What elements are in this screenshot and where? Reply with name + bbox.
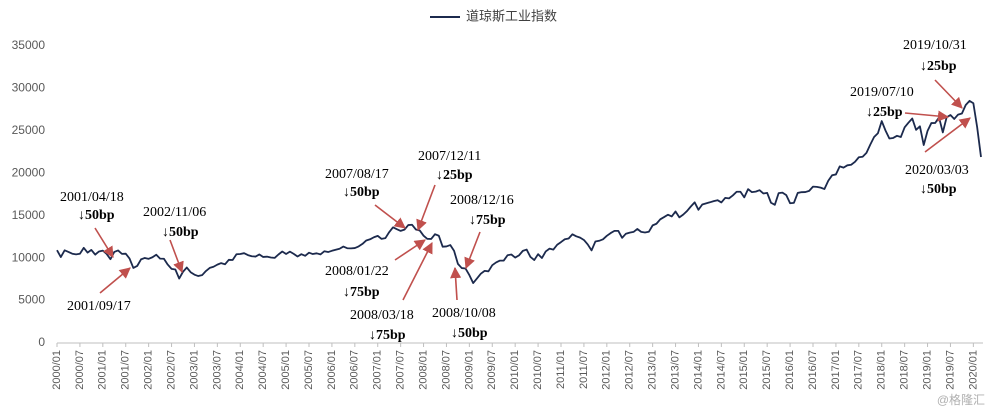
x-tick-label: 2008/07 <box>440 350 452 390</box>
annotation-arrow <box>374 204 406 229</box>
annotation-arrow <box>416 184 436 232</box>
x-tick-label: 2004/01 <box>234 350 246 390</box>
annotation-arrow <box>169 239 184 274</box>
annotation-cut: ↓25bp <box>866 105 903 120</box>
x-tick-label: 2013/01 <box>647 350 659 390</box>
x-tick-label: 2020/01 <box>967 350 979 390</box>
x-tick-label: 2003/07 <box>211 350 223 390</box>
y-tick-label: 15000 <box>12 208 46 222</box>
y-tick-label: 30000 <box>12 81 46 95</box>
x-tick-label: 2006/07 <box>349 350 361 390</box>
x-tick-label: 2017/01 <box>830 350 842 390</box>
x-tick-label: 2012/07 <box>624 350 636 390</box>
x-tick-label: 2007/01 <box>372 350 384 390</box>
annotation-arrow <box>94 227 114 258</box>
x-tick-label: 2008/01 <box>417 350 429 390</box>
annotation-date: 2001/09/17 <box>67 299 131 314</box>
y-tick-label: 5000 <box>18 293 45 307</box>
x-tick-label: 2000/07 <box>74 350 86 390</box>
annotation-arrow <box>402 242 433 301</box>
annotation-cut: ↓75bp <box>343 285 380 300</box>
annotation-cut: ↓75bp <box>469 213 506 228</box>
annotation-arrow <box>934 79 963 109</box>
x-tick-label: 2017/07 <box>853 350 865 390</box>
x-tick-label: 2002/01 <box>143 350 155 390</box>
x-tick-label: 2019/01 <box>921 350 933 390</box>
x-tick-label: 2009/07 <box>486 350 498 390</box>
watermark: @格隆汇 <box>937 392 985 407</box>
annotation-date: 2007/08/17 <box>325 167 389 182</box>
x-tick-label: 2009/01 <box>463 350 475 390</box>
x-tick-label: 2016/07 <box>807 350 819 390</box>
x-tick-label: 2000/01 <box>51 350 63 390</box>
x-tick-label: 2005/01 <box>280 350 292 390</box>
x-tick-label: 2012/01 <box>601 350 613 390</box>
annotation-date: 2019/10/31 <box>903 38 967 53</box>
annotation-date: 2008/03/18 <box>350 308 414 323</box>
annotation-date: 2002/11/06 <box>143 205 206 220</box>
y-tick-label: 25000 <box>12 123 46 137</box>
annotation-arrow <box>99 267 131 294</box>
x-tick-label: 2002/07 <box>165 350 177 390</box>
annotation-arrow <box>904 110 950 122</box>
annotation-date: 2008/12/16 <box>450 193 514 208</box>
annotation-cut: ↓50bp <box>343 185 380 200</box>
series-line <box>56 99 982 284</box>
annotation-cut: ↓50bp <box>78 208 115 223</box>
x-tick-label: 2006/01 <box>326 350 338 390</box>
x-tick-label: 2003/01 <box>188 350 200 390</box>
x-tick-label: 2011/01 <box>555 350 567 389</box>
annotation-date: 2007/12/11 <box>418 149 481 164</box>
x-tick-label: 2010/01 <box>509 350 521 390</box>
x-tick-label: 2004/07 <box>257 350 269 390</box>
x-tick-label: 2014/07 <box>715 350 727 390</box>
x-tick-label: 2007/07 <box>395 350 407 390</box>
x-tick-label: 2011/07 <box>578 350 590 389</box>
x-tick-label: 2013/07 <box>669 350 681 390</box>
x-tick-label: 2001/07 <box>120 350 132 390</box>
annotation-arrow <box>450 266 462 301</box>
annotation-date: 2020/03/03 <box>905 163 969 178</box>
annotation-cut: ↓50bp <box>162 225 199 240</box>
annotation-date: 2008/10/08 <box>432 306 496 321</box>
x-tick-label: 2018/01 <box>876 350 888 390</box>
annotation-cut: ↓50bp <box>920 182 957 197</box>
annotation-arrow <box>394 239 426 261</box>
annotation-cut: ↓50bp <box>451 326 488 341</box>
x-tick-label: 2010/07 <box>532 350 544 390</box>
y-tick-label: 35000 <box>12 38 46 52</box>
legend-label: 道琼斯工业指数 <box>466 8 557 23</box>
x-tick-label: 2016/01 <box>784 350 796 390</box>
y-tick-label: 0 <box>38 335 45 349</box>
x-tick-label: 2018/07 <box>899 350 911 390</box>
x-tick-label: 2014/01 <box>692 350 704 390</box>
y-tick-label: 10000 <box>12 250 46 264</box>
annotation-cut: ↓75bp <box>369 328 406 343</box>
x-tick-label: 2015/01 <box>738 350 750 390</box>
annotation-date: 2001/04/18 <box>60 190 124 205</box>
x-tick-label: 2005/07 <box>303 350 315 390</box>
annotation-date: 2019/07/10 <box>850 85 914 100</box>
x-tick-label: 2019/07 <box>944 350 956 390</box>
x-tick-label: 2001/01 <box>97 350 109 390</box>
x-tick-label: 2015/07 <box>761 350 773 390</box>
annotation-cut: ↓25bp <box>920 59 957 74</box>
annotation-arrow <box>924 117 971 153</box>
annotation-arrow <box>464 231 481 270</box>
y-tick-label: 20000 <box>12 165 46 179</box>
annotation-date: 2008/01/22 <box>325 264 389 279</box>
annotation-cut: ↓25bp <box>436 168 473 183</box>
